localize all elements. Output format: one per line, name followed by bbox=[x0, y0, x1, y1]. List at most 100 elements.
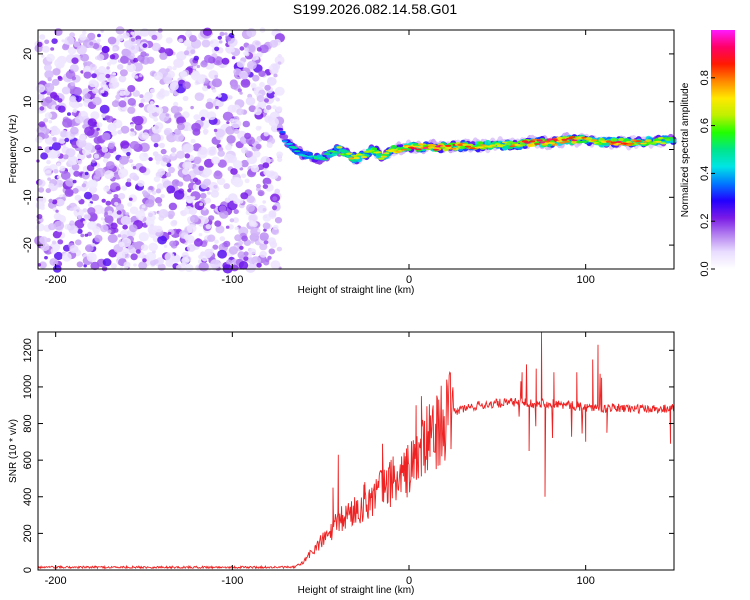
noise-blob bbox=[104, 211, 108, 216]
noise-blob bbox=[77, 228, 83, 234]
noise-blob bbox=[151, 34, 158, 41]
snr-x-tick-label: -200 bbox=[45, 575, 67, 587]
noise-blob bbox=[207, 191, 211, 195]
noise-blob bbox=[183, 234, 191, 241]
track-blob bbox=[430, 144, 437, 147]
noise-blob bbox=[58, 137, 66, 144]
track-blob bbox=[561, 136, 568, 140]
noise-blob bbox=[81, 183, 87, 188]
noise-blob bbox=[219, 236, 226, 242]
noise-blob bbox=[75, 239, 82, 246]
noise-blob bbox=[121, 237, 132, 248]
noise-blob bbox=[269, 39, 279, 48]
noise-blob bbox=[176, 106, 183, 112]
track-blob bbox=[516, 145, 524, 147]
figure-title: S199.2026.082.14.58.G01 bbox=[293, 1, 457, 17]
track-blob bbox=[346, 152, 353, 155]
track-blob bbox=[581, 140, 588, 144]
noise-blob bbox=[193, 55, 199, 61]
noise-blob bbox=[199, 202, 204, 206]
noise-blob bbox=[73, 170, 81, 177]
noise-blob bbox=[57, 239, 64, 245]
noise-blob bbox=[138, 261, 148, 270]
noise-blob bbox=[153, 71, 163, 81]
noise-blob bbox=[159, 142, 165, 149]
noise-blob bbox=[208, 215, 215, 221]
snr-frame bbox=[37, 331, 675, 571]
noise-blob bbox=[140, 98, 146, 104]
track-blob bbox=[281, 134, 289, 140]
noise-blob bbox=[107, 123, 117, 132]
noise-blob bbox=[191, 71, 200, 79]
noise-blob bbox=[197, 76, 206, 84]
noise-blob bbox=[120, 140, 130, 149]
noise-blob bbox=[51, 199, 58, 205]
noise-blob bbox=[238, 240, 244, 246]
noise-blob bbox=[125, 212, 130, 216]
noise-blob bbox=[100, 89, 105, 94]
noise-blob bbox=[177, 181, 184, 187]
noise-blob bbox=[47, 77, 52, 82]
noise-blob bbox=[166, 185, 176, 194]
noise-blob bbox=[44, 112, 53, 119]
noise-blob bbox=[274, 217, 283, 224]
noise-blob bbox=[105, 73, 111, 79]
noise-blob bbox=[252, 74, 260, 82]
noise-blob bbox=[152, 151, 159, 157]
noise-blob bbox=[83, 71, 92, 79]
track-blob bbox=[390, 145, 397, 149]
noise-blob bbox=[250, 227, 261, 237]
noise-blob bbox=[256, 95, 265, 102]
track-blob bbox=[605, 140, 613, 143]
track-blob bbox=[526, 143, 533, 146]
noise-blob bbox=[74, 115, 84, 124]
track-blob bbox=[459, 145, 467, 149]
noise-blob bbox=[259, 250, 267, 258]
track-blob bbox=[417, 143, 425, 146]
noise-blob bbox=[225, 36, 232, 42]
noise-blob bbox=[243, 256, 249, 261]
noise-blob bbox=[119, 155, 129, 165]
noise-blob bbox=[219, 31, 225, 37]
noise-blob bbox=[130, 37, 136, 42]
track-blob bbox=[655, 140, 662, 143]
track-blob bbox=[608, 143, 615, 146]
noise-blob bbox=[44, 39, 50, 45]
noise-blob bbox=[272, 196, 278, 201]
noise-blob bbox=[182, 95, 189, 102]
spectrogram-x-label: Height of straight line (km) bbox=[298, 285, 415, 296]
noise-blob bbox=[268, 210, 277, 218]
snr-series-line bbox=[37, 331, 675, 570]
noise-blob bbox=[57, 175, 61, 179]
snr-background bbox=[38, 332, 674, 570]
track-blob bbox=[464, 145, 472, 148]
noise-blob bbox=[62, 154, 69, 160]
noise-blob bbox=[147, 189, 152, 194]
track-blob bbox=[333, 151, 341, 154]
noise-blob bbox=[48, 198, 53, 203]
noise-blob bbox=[182, 173, 192, 182]
noise-blob bbox=[239, 245, 244, 250]
noise-blob bbox=[109, 54, 116, 60]
noise-blob bbox=[153, 117, 159, 122]
track-blob bbox=[462, 143, 469, 146]
spectrogram-x-tick-label: 100 bbox=[576, 274, 594, 286]
noise-blob bbox=[256, 262, 262, 268]
noise-blob bbox=[43, 165, 53, 174]
snr-y-label: SNR (10 * v/v) bbox=[8, 419, 19, 483]
noise-blob bbox=[230, 168, 238, 175]
noise-blob bbox=[128, 197, 133, 201]
noise-blob bbox=[240, 78, 251, 88]
noise-blob bbox=[153, 259, 159, 264]
track-blob bbox=[328, 153, 336, 156]
noise-blob bbox=[225, 225, 230, 229]
noise-blob bbox=[269, 171, 279, 180]
noise-blob bbox=[118, 193, 126, 200]
track-blob bbox=[568, 136, 576, 139]
spectrogram-noise-region bbox=[34, 26, 285, 274]
noise-blob bbox=[245, 96, 256, 106]
noise-blob bbox=[255, 143, 262, 150]
noise-blob bbox=[35, 136, 43, 144]
noise-blob bbox=[250, 240, 254, 244]
